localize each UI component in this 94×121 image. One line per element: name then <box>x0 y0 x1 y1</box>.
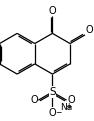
Text: +: + <box>65 102 71 111</box>
Text: S: S <box>49 87 56 97</box>
Text: −: − <box>55 109 62 117</box>
Text: O: O <box>85 25 93 35</box>
Text: Na: Na <box>60 103 72 112</box>
Text: O: O <box>67 95 75 105</box>
Text: O: O <box>49 6 56 16</box>
Text: O: O <box>30 95 38 105</box>
Text: O: O <box>49 109 56 118</box>
